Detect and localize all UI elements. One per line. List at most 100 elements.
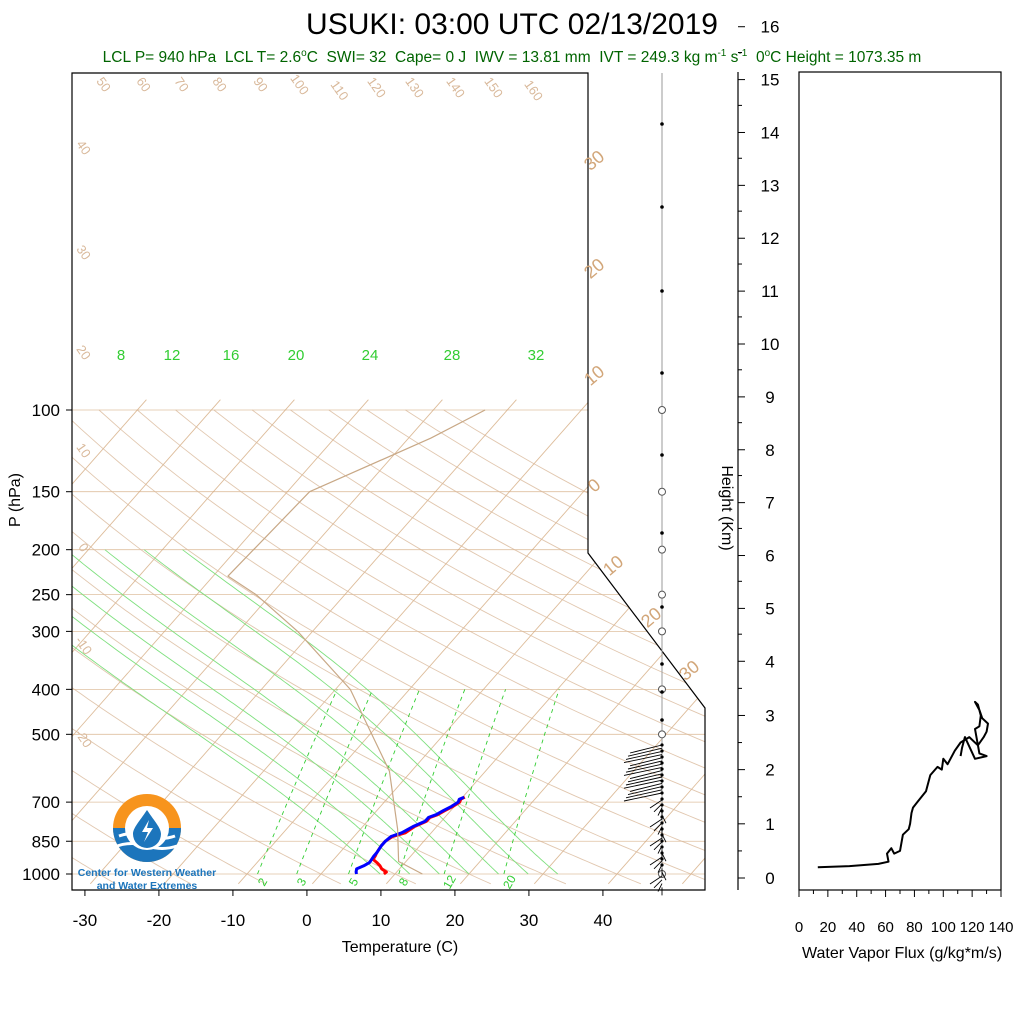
moist-adiabat-label: 20 bbox=[288, 347, 305, 364]
y-tick-label: 200 bbox=[32, 541, 60, 560]
isotherm-label: 10 bbox=[580, 361, 608, 389]
height-tick-label: 10 bbox=[761, 335, 780, 354]
wind-barb bbox=[649, 818, 663, 828]
wind-barb bbox=[653, 860, 663, 870]
isotherm-line bbox=[460, 399, 705, 885]
height-tick-label: 4 bbox=[765, 652, 774, 671]
x-tick-label: 10 bbox=[371, 911, 390, 930]
wind-barb bbox=[657, 807, 663, 816]
wind-barb bbox=[629, 782, 663, 792]
dry-adiabat-line bbox=[251, 409, 705, 885]
isotherm-line bbox=[164, 399, 591, 885]
dry-adiabat-label: 90 bbox=[250, 74, 271, 94]
mixing-ratio-label: 8 bbox=[396, 875, 412, 888]
wind-dot bbox=[660, 857, 664, 861]
wind-barb bbox=[649, 875, 663, 885]
isotherm-line bbox=[608, 399, 705, 885]
height-tick-label: 7 bbox=[765, 494, 774, 513]
iwv-value: IWV = 13.81 mm bbox=[474, 49, 591, 67]
moist-adiabat-line bbox=[143, 549, 529, 875]
y-tick-label: 700 bbox=[32, 793, 60, 812]
wind-barb bbox=[649, 856, 663, 866]
moist-adiabat-label: 24 bbox=[362, 347, 379, 364]
dry-adiabat-line bbox=[213, 409, 705, 885]
dry-adiabat-label: 150 bbox=[481, 74, 506, 100]
wind-dot bbox=[660, 839, 664, 843]
wind-dot bbox=[660, 718, 664, 722]
dry-adiabat-line bbox=[290, 409, 705, 885]
x-tick-label: 20 bbox=[445, 911, 464, 930]
x-tick-label: -10 bbox=[221, 911, 246, 930]
dry-adiabat-label: 0 bbox=[75, 540, 91, 555]
dry-adiabat-label: 40 bbox=[73, 137, 94, 157]
isotherm-line bbox=[72, 399, 221, 885]
wind-barb bbox=[627, 760, 663, 770]
isotherm-line bbox=[238, 399, 665, 885]
flux-x-axis-label: Water Vapor Flux (g/kg*m/s) bbox=[802, 945, 1002, 962]
flux-panel-frame bbox=[798, 71, 1002, 891]
wind-barb bbox=[657, 883, 663, 892]
height-tick-label: 1 bbox=[765, 815, 774, 834]
dry-adiabat-line bbox=[72, 409, 491, 885]
moist-adiabat-label: 8 bbox=[117, 347, 125, 364]
wind-dot bbox=[660, 767, 664, 771]
flux-x-tick-label: 0 bbox=[795, 919, 803, 936]
wind-barb bbox=[627, 786, 663, 796]
wind-barb bbox=[625, 750, 663, 760]
isotherm-label: 30 bbox=[580, 146, 608, 174]
dry-adiabat-label: 20 bbox=[73, 342, 94, 362]
wind-barb bbox=[653, 822, 663, 832]
moist-adiabat-line bbox=[104, 549, 499, 875]
dry-adiabat-label: -20 bbox=[72, 726, 95, 750]
wind-barb bbox=[653, 879, 663, 889]
mixing-ratio-label: 5 bbox=[346, 875, 362, 888]
dry-adiabat-label: 80 bbox=[209, 74, 230, 94]
height-tick-label: 13 bbox=[761, 176, 780, 195]
skew-t-frame bbox=[71, 72, 706, 891]
calm-wind-marker bbox=[658, 406, 666, 414]
cw3e-logo bbox=[113, 794, 181, 862]
height-axis-label: Height (Km) bbox=[718, 465, 735, 550]
height-tick-label: 2 bbox=[765, 761, 774, 780]
wind-barb bbox=[653, 841, 663, 851]
wind-barb bbox=[625, 763, 663, 773]
flux-x-tick-label: 20 bbox=[820, 919, 837, 936]
y-tick-label: 250 bbox=[32, 586, 60, 605]
dry-adiabat-label: 30 bbox=[73, 242, 94, 262]
mixing-ratio-line bbox=[257, 689, 338, 875]
x-tick-label: -30 bbox=[73, 911, 98, 930]
wind-barb bbox=[627, 773, 663, 783]
dry-adiabat-line bbox=[405, 409, 705, 885]
isotherm-line bbox=[72, 399, 295, 885]
dewpoint-profile bbox=[354, 795, 465, 875]
ivt-value: IVT = 249.3 kg m-1 s-1 bbox=[599, 48, 748, 67]
height-tick-label: 16 bbox=[761, 18, 780, 37]
dry-adiabat-line bbox=[328, 409, 705, 885]
wind-barb bbox=[661, 852, 667, 862]
y-tick-label: 850 bbox=[32, 832, 60, 851]
x-tick-label: -20 bbox=[147, 911, 172, 930]
wind-barb bbox=[629, 744, 663, 754]
wind-dot bbox=[660, 662, 664, 666]
isotherm-line bbox=[534, 399, 705, 885]
wind-barb bbox=[625, 776, 663, 786]
height-tick-label: 9 bbox=[765, 388, 774, 407]
height-tick-label: 15 bbox=[761, 71, 780, 90]
dry-adiabat-label: 140 bbox=[443, 74, 468, 100]
dry-adiabat-line bbox=[137, 409, 705, 885]
wind-dot bbox=[660, 371, 664, 375]
y-tick-label: 100 bbox=[32, 401, 60, 420]
dry-adiabat-label: 100 bbox=[287, 71, 312, 97]
wind-barb bbox=[657, 826, 663, 835]
dry-adiabat-label: 160 bbox=[521, 77, 546, 103]
x-tick-label: 40 bbox=[593, 911, 612, 930]
height-tick-label: 6 bbox=[765, 547, 774, 566]
moist-adiabat-line bbox=[72, 549, 470, 875]
y-tick-label: 500 bbox=[32, 725, 60, 744]
calm-wind-marker bbox=[658, 590, 666, 599]
dry-adiabat-line bbox=[72, 409, 341, 885]
wind-barb bbox=[657, 845, 663, 854]
y-axis-label: P (hPa) bbox=[7, 473, 24, 527]
wind-barb bbox=[629, 757, 663, 767]
wind-barb bbox=[629, 770, 663, 780]
